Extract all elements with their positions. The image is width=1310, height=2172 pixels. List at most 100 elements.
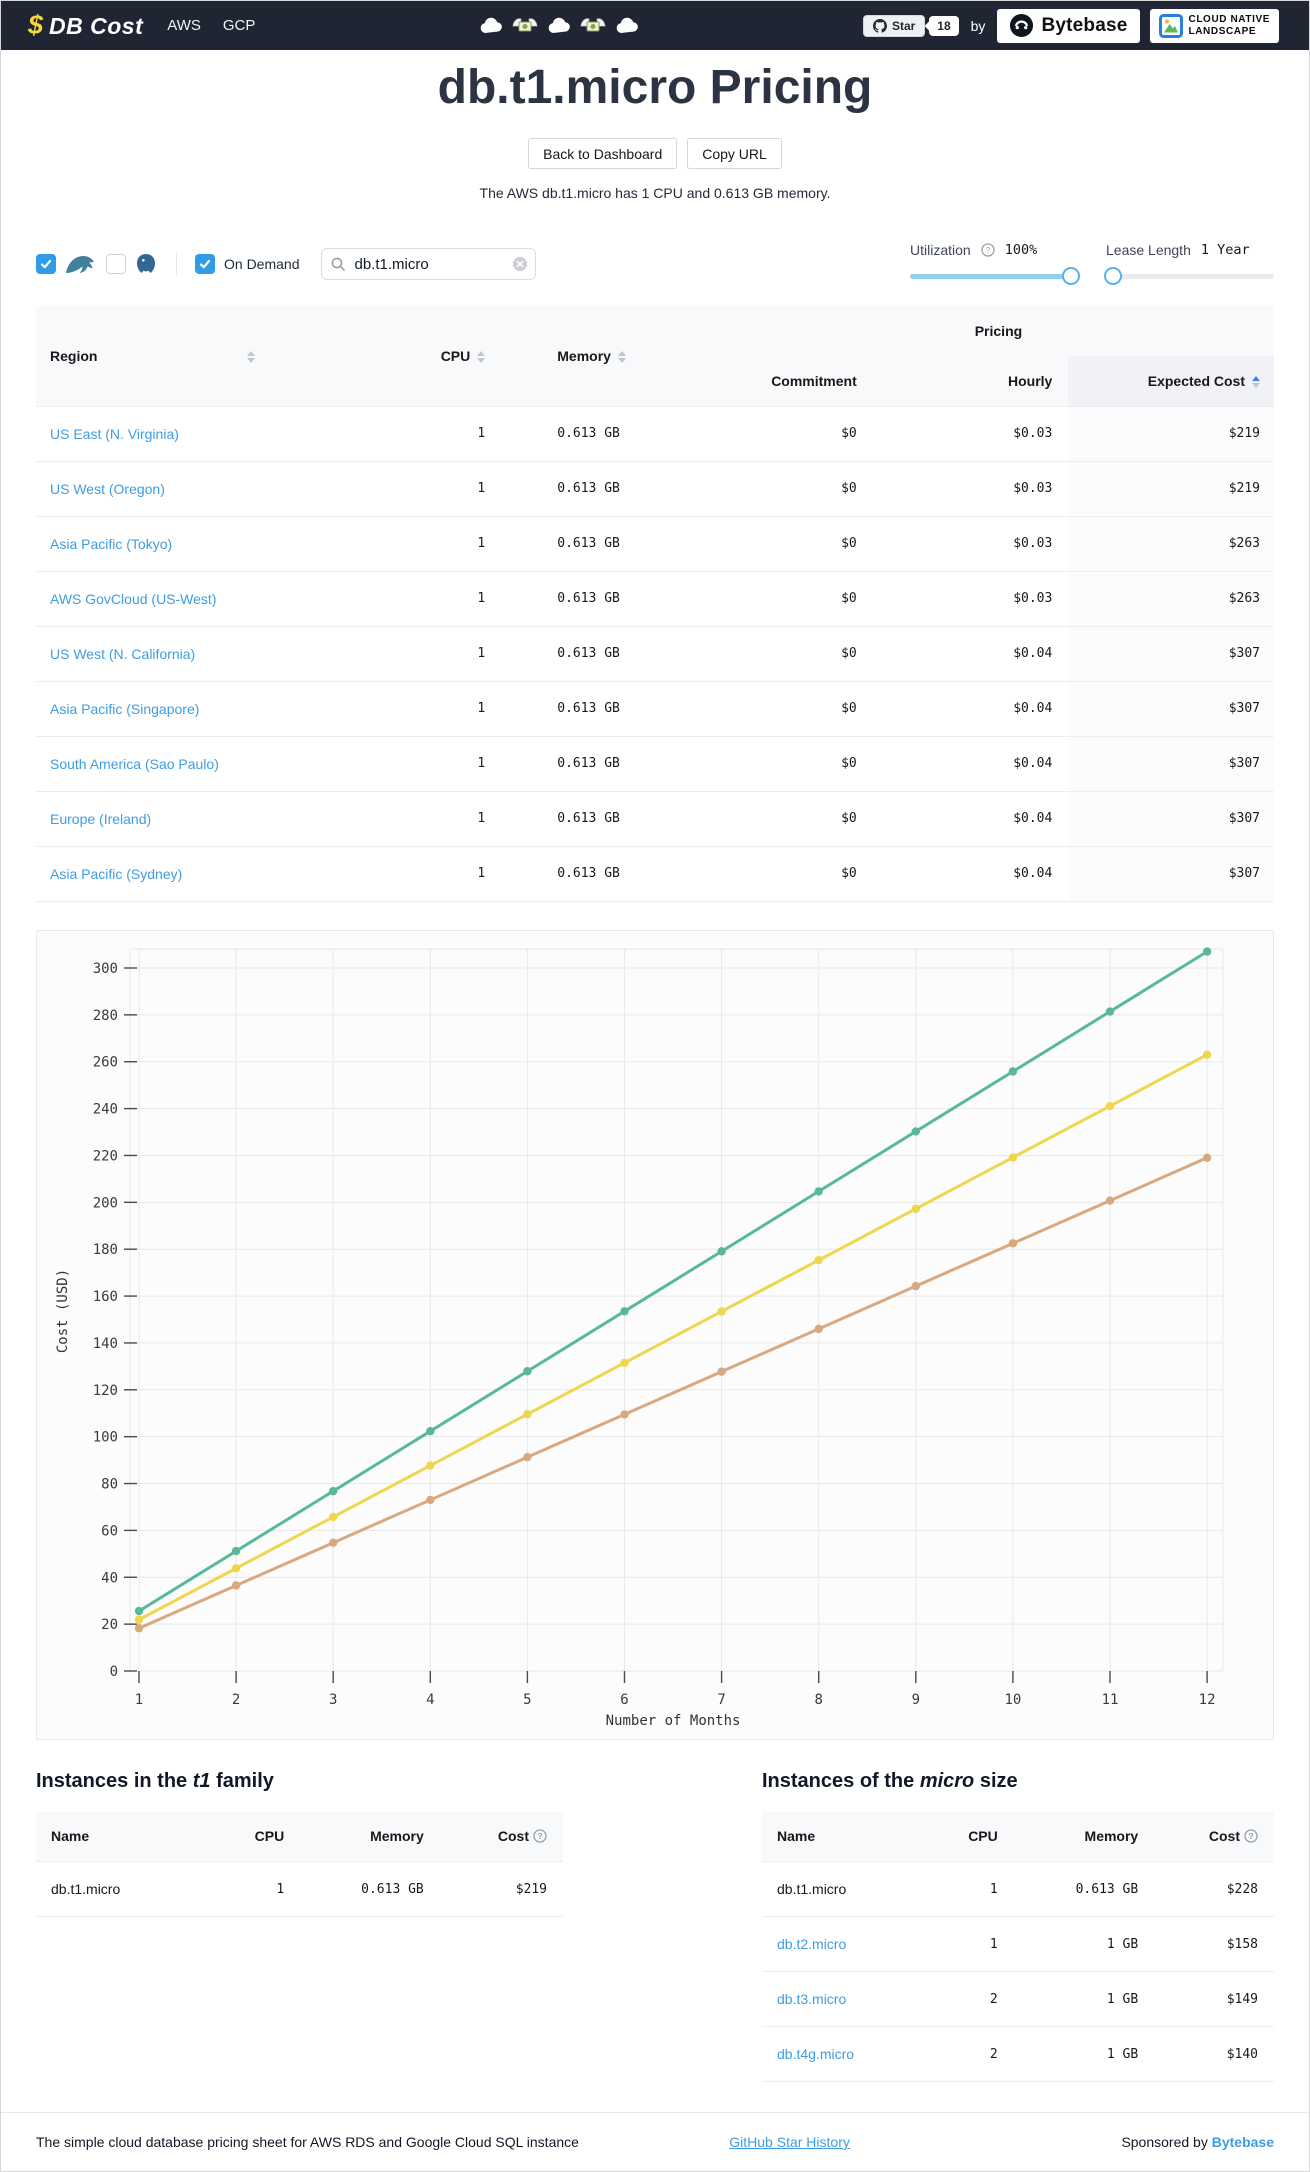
memory-value: 0.613 GB: [493, 570, 723, 626]
pricing-table-row: US West (N. California) 1 0.613 GB $0 $0.04 $…: [36, 625, 1274, 681]
sponsor-name-link[interactable]: Bytebase: [1211, 2134, 1274, 2150]
filter-divider: [176, 253, 177, 275]
region-link[interactable]: US East (N. Virginia): [50, 425, 179, 442]
commitment-value: $0: [722, 735, 873, 791]
svg-text:220: 220: [93, 1148, 118, 1164]
expected-cost-value: $307: [1068, 790, 1274, 846]
cpu-value: 1: [930, 1861, 1008, 1917]
instance-link[interactable]: db.t4g.micro: [777, 2046, 855, 2062]
commitment-value: $0: [722, 570, 873, 626]
back-to-dashboard-button[interactable]: Back to Dashboard: [528, 138, 678, 169]
memory-value: 0.613 GB: [493, 845, 723, 902]
cpu-value: 1: [383, 790, 494, 846]
cloud-native-landscape-badge[interactable]: CLOUD NATIVE LANDSCAPE: [1149, 8, 1279, 43]
lease-length-slider-knob[interactable]: [1104, 267, 1122, 285]
main-content: db.t1.micro Pricing Back to Dashboard Co…: [1, 50, 1309, 2088]
svg-text:260: 260: [93, 1054, 118, 1070]
family-instances-panel: Instances in the t1 family Name CPU Memo…: [36, 1768, 563, 2083]
svg-text:240: 240: [93, 1101, 118, 1117]
column-header-hourly[interactable]: Hourly: [872, 356, 1069, 406]
chart-line-expected-cost-219-tier: [137, 1155, 1209, 1630]
pricing-table-row: Asia Pacific (Tokyo) 1 0.613 GB $0 $0.03 $263: [36, 515, 1274, 571]
region-link[interactable]: Asia Pacific (Singapore): [50, 700, 200, 717]
svg-text:40: 40: [101, 1570, 118, 1586]
column-header-memory[interactable]: Memory: [493, 306, 723, 406]
region-link[interactable]: Asia Pacific (Sydney): [50, 865, 183, 882]
pricing-table-row: US East (N. Virginia) 1 0.613 GB $0 $0.03 $21…: [36, 405, 1274, 461]
nav-item-gcp[interactable]: GCP: [222, 17, 256, 34]
region-link[interactable]: Asia Pacific (Tokyo): [50, 535, 173, 552]
expected-cost-value: $307: [1068, 680, 1274, 736]
cpu-value: 1: [383, 460, 494, 516]
postgres-checkbox[interactable]: [106, 254, 126, 274]
commitment-value: $0: [722, 680, 873, 736]
top-navigation-bar: $ DB Cost AWS GCP Star 18 by: [1, 1, 1309, 50]
column-header-cpu: CPU: [930, 1811, 1008, 1862]
svg-text:160: 160: [93, 1289, 118, 1305]
instance-link[interactable]: db.t3.micro: [777, 1991, 847, 2007]
instance-table-row: db.t1.micro 1 0.613 GB $228: [762, 1861, 1274, 1917]
svg-text:10: 10: [1004, 1692, 1021, 1708]
expected-cost-value: $263: [1068, 570, 1274, 626]
region-link[interactable]: Europe (Ireland): [50, 810, 152, 827]
instance-link[interactable]: db.t2.micro: [777, 1936, 847, 1952]
region-link[interactable]: US West (Oregon): [50, 480, 165, 497]
column-header-memory: Memory: [294, 1811, 442, 1862]
instance-table-row: db.t3.micro 2 1 GB $149: [762, 1971, 1274, 2027]
cpu-value: 1: [215, 1861, 295, 1917]
utilization-slider[interactable]: [910, 266, 1080, 286]
commitment-value: $0: [722, 405, 873, 461]
column-header-expected-cost[interactable]: Expected Cost: [1068, 356, 1274, 406]
clear-search-icon[interactable]: [512, 256, 528, 272]
on-demand-checkbox[interactable]: [195, 254, 215, 274]
column-header-cost: Cost?: [441, 1811, 563, 1862]
nav-item-aws[interactable]: AWS: [167, 17, 201, 34]
help-icon[interactable]: ?: [981, 243, 995, 257]
sort-icon[interactable]: [477, 351, 486, 364]
cost-value: $149: [1156, 1971, 1274, 2027]
svg-text:Cost (USD): Cost (USD): [55, 1268, 71, 1352]
db-cost-logo[interactable]: $ DB Cost: [28, 10, 143, 41]
column-header-name: Name: [762, 1811, 931, 1862]
money-with-wings-icon: [512, 17, 538, 31]
column-header-region[interactable]: Region: [36, 306, 384, 406]
svg-text:280: 280: [93, 1007, 118, 1023]
memory-value: 1 GB: [1007, 1916, 1157, 1972]
memory-value: 1 GB: [1007, 2026, 1157, 2082]
region-link[interactable]: AWS GovCloud (US-West): [50, 590, 217, 607]
search-input[interactable]: [321, 248, 537, 280]
cost-value: $228: [1156, 1861, 1274, 1917]
bytebase-badge[interactable]: Bytebase: [997, 8, 1140, 43]
sort-icon[interactable]: [247, 351, 256, 364]
sort-icon[interactable]: [617, 351, 626, 364]
column-header-cpu: CPU: [215, 1811, 295, 1862]
github-star-widget[interactable]: Star 18: [862, 14, 959, 37]
mysql-dolphin-icon: [64, 253, 96, 275]
column-header-cpu[interactable]: CPU: [383, 306, 494, 406]
mysql-checkbox[interactable]: [36, 254, 56, 274]
sort-icon-active[interactable]: [1252, 376, 1260, 389]
expected-cost-value: $307: [1068, 845, 1274, 902]
region-link[interactable]: South America (Sao Paulo): [50, 755, 219, 772]
utilization-slider-knob[interactable]: [1062, 267, 1080, 285]
github-star-button[interactable]: Star: [862, 14, 926, 37]
column-header-commitment[interactable]: Commitment: [722, 356, 873, 406]
github-star-count[interactable]: 18: [929, 15, 959, 36]
cost-value: $140: [1156, 2026, 1274, 2082]
sponsored-by: Sponsored by Bytebase: [1121, 2134, 1274, 2150]
help-icon[interactable]: ?: [1244, 1829, 1258, 1843]
chart-line-expected-cost-307-tier: [137, 949, 1209, 1613]
top-nav: AWS GCP: [167, 17, 255, 34]
svg-text:11: 11: [1102, 1692, 1119, 1708]
copy-url-button[interactable]: Copy URL: [687, 138, 782, 169]
region-pricing-table: Region CPU Memory Pricing Commitment Hou…: [36, 306, 1274, 902]
help-icon[interactable]: ?: [533, 1829, 547, 1843]
lease-length-slider[interactable]: [1104, 266, 1274, 286]
region-link[interactable]: US West (N. California): [50, 645, 196, 662]
dollar-logo-icon: $: [28, 10, 44, 40]
github-star-history-link[interactable]: GitHub Star History: [729, 2134, 850, 2150]
header-right-cluster: Star 18 by Bytebase: [862, 8, 1279, 43]
pricing-table-row: Europe (Ireland) 1 0.613 GB $0 $0.04 $307: [36, 790, 1274, 846]
cpu-value: 1: [383, 405, 494, 461]
